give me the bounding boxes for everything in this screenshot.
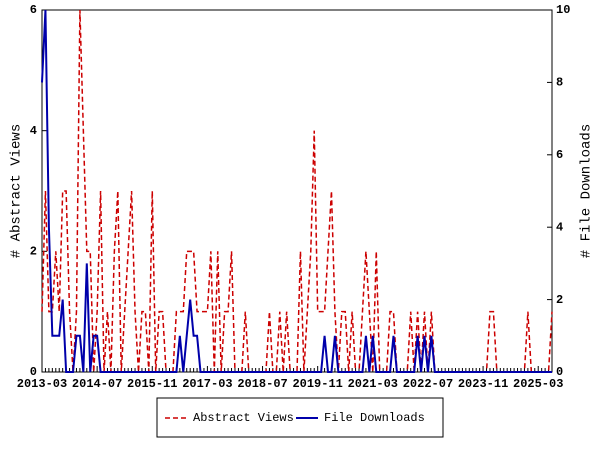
legend-label: Abstract Views [193,411,294,425]
x-tick-label: 2022-07 [403,377,453,391]
y-axis-title: # Abstract Views [9,124,25,258]
y-tick-label: 0 [30,365,37,379]
y-tick-label: 2 [30,245,37,259]
plot-frame [41,9,553,373]
y2-tick-label: 2 [556,293,563,307]
x-tick-label: 2021-03 [348,377,398,391]
legend-label: File Downloads [324,411,425,425]
series-line [41,9,552,373]
x-tick-label: 2017-03 [182,377,232,391]
x-tick-label: 2019-11 [292,377,342,391]
series-line [41,9,553,373]
x-tick-label: 2023-11 [458,377,508,391]
x-tick-label: 2018-07 [237,377,287,391]
x-tick-label: 2015-11 [127,377,177,391]
x-tick-label: 2025-03 [513,377,563,391]
y2-tick-label: 10 [556,3,570,17]
y2-tick-label: 6 [556,148,563,162]
y2-axis-title: # File Downloads [579,124,595,258]
y-tick-label: 4 [30,124,37,138]
x-tick-label: 2014-07 [72,377,122,391]
x-tick-label: 2013-03 [17,377,67,391]
y2-tick-label: 8 [556,76,563,90]
y2-tick-label: 0 [556,365,563,379]
y2-tick-label: 4 [556,220,563,234]
y-tick-label: 6 [30,3,37,17]
